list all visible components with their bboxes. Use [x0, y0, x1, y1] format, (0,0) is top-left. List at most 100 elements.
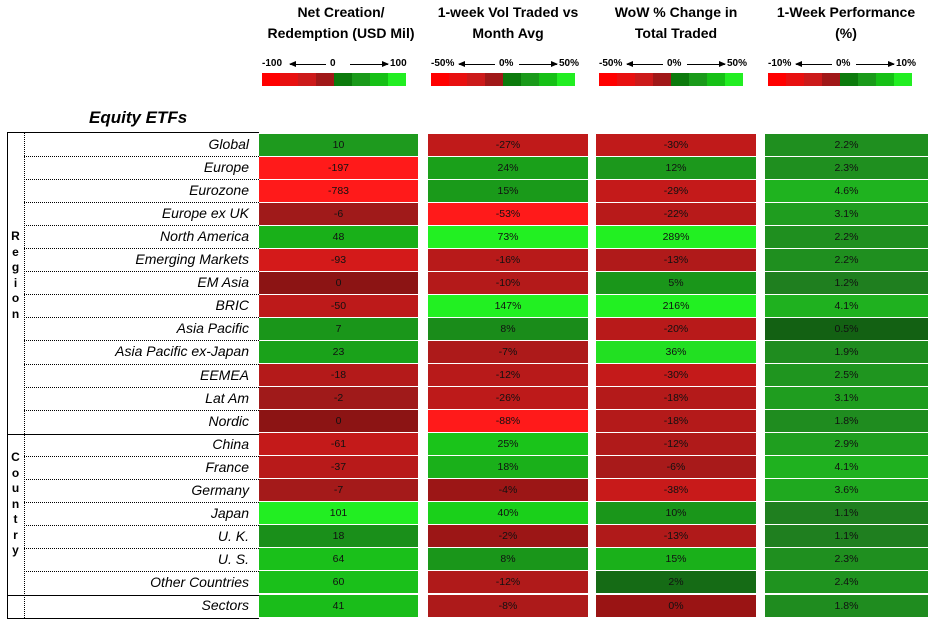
row-divider — [24, 317, 259, 319]
legend-swatch — [334, 73, 352, 86]
table-row: Eurozone — [24, 179, 259, 202]
legend-swatch — [617, 73, 635, 86]
row-divider — [24, 156, 259, 158]
group-label-letter: y — [12, 543, 19, 557]
row-label: Emerging Markets — [135, 251, 249, 268]
table-cell: 48 — [259, 225, 418, 248]
group-label-letter: i — [13, 275, 18, 290]
table-cell: 147% — [428, 294, 588, 317]
table-cell: 40% — [428, 502, 588, 525]
row-label: Eurozone — [189, 182, 249, 199]
row-label: U. S. — [217, 550, 249, 567]
legend-swatch — [280, 73, 298, 86]
legend-ticks: -50% 0% 50% — [599, 58, 749, 70]
table-row: Lat Am — [24, 387, 259, 410]
header-line-2: Month Avg — [472, 25, 544, 41]
table-cell: -12% — [428, 364, 588, 386]
legend-swatch — [858, 73, 876, 86]
table-row: Germany — [24, 479, 259, 502]
header-line-2: Redemption (USD Mil) — [267, 25, 415, 41]
group-label-letter: t — [13, 512, 18, 526]
header-line-1: 1-Week Performance — [776, 4, 916, 20]
table-cell: -16% — [428, 248, 588, 271]
table-cell: -30% — [596, 364, 756, 386]
legend-swatch — [449, 73, 467, 86]
table-cell: 0% — [596, 594, 756, 617]
table-cell: -2 — [259, 387, 418, 410]
table-cell: 216% — [596, 294, 756, 317]
table-cell: 8% — [428, 317, 588, 340]
row-divider — [24, 179, 259, 181]
table-cell: 1.2% — [765, 271, 928, 294]
table-cell: 60 — [259, 571, 418, 594]
table-cell: -22% — [596, 202, 756, 225]
legend-color-scale — [768, 73, 912, 86]
row-label: Europe — [203, 159, 249, 176]
row-label: North America — [160, 228, 249, 245]
row-label: China — [212, 435, 249, 452]
column-header-performance: 1-Week Performance (%) — [764, 2, 928, 46]
table-row: Emerging Markets — [24, 248, 259, 271]
row-divider — [24, 363, 259, 365]
table-row: Asia Pacific ex-Japan — [24, 340, 259, 363]
row-label: Nordic — [208, 412, 249, 429]
table-row: U. K. — [24, 525, 259, 548]
legend-wow-change: -50% 0% 50% — [599, 58, 749, 86]
row-label: Asia Pacific ex-Japan — [115, 343, 249, 360]
table-cell: 10% — [596, 502, 756, 525]
table-cell: -18 — [259, 364, 418, 386]
legend-swatch — [840, 73, 858, 86]
legend-arrow-right-icon — [519, 61, 558, 67]
legend-swatch — [822, 73, 840, 86]
legend-swatch — [689, 73, 707, 86]
table-row: Nordic — [24, 410, 259, 433]
table-cell: -18% — [596, 410, 756, 433]
group-label-letter: o — [11, 465, 20, 480]
table-cell: -12% — [428, 571, 588, 594]
group-separator — [7, 595, 259, 596]
table-cell: 1.9% — [765, 340, 928, 363]
column-header-wow-change: WoW % Change in Total Traded — [596, 2, 756, 46]
row-divider — [24, 248, 259, 250]
table-cell: -197 — [259, 156, 418, 179]
legend-swatch — [388, 73, 406, 86]
legend-swatch — [539, 73, 557, 86]
table-cell: -12% — [596, 433, 756, 456]
table-cell: 2.2% — [765, 225, 928, 248]
table-cell: 36% — [596, 340, 756, 363]
row-divider — [24, 455, 259, 457]
table-cell: -27% — [428, 133, 588, 156]
legend-swatch — [894, 73, 912, 86]
legend-min-label: -100 — [262, 58, 283, 69]
group-label-letter: R — [11, 229, 20, 243]
row-divider — [24, 524, 259, 526]
header-line-1: WoW % Change in — [614, 4, 738, 20]
table-cell: -10% — [428, 271, 588, 294]
header-line-2: (%) — [835, 25, 857, 41]
group-label-letter: u — [11, 481, 20, 495]
row-divider — [24, 340, 259, 342]
row-divider — [24, 386, 259, 388]
table-cell: 23 — [259, 340, 418, 363]
row-divider — [24, 202, 259, 204]
legend-swatch — [725, 73, 743, 86]
legend-arrow-right-icon — [350, 61, 389, 67]
table-cell: 3.1% — [765, 387, 928, 410]
legend-performance: -10% 0% 10% — [768, 58, 918, 86]
table-cell: 18% — [428, 456, 588, 479]
legend-arrow-left-icon — [289, 61, 326, 67]
table-cell: 4.1% — [765, 456, 928, 479]
table-cell: 24% — [428, 156, 588, 179]
legend-color-scale — [599, 73, 743, 86]
table-cell: -88% — [428, 410, 588, 433]
table-cell: -53% — [428, 202, 588, 225]
legend-swatch — [316, 73, 334, 86]
header-line-1: 1-week Vol Traded vs — [437, 4, 579, 20]
group-column-divider — [24, 133, 25, 618]
table-row: North America — [24, 225, 259, 248]
row-divider — [24, 501, 259, 503]
table-cell: -93 — [259, 248, 418, 271]
legend-min-label: -50% — [431, 58, 455, 69]
